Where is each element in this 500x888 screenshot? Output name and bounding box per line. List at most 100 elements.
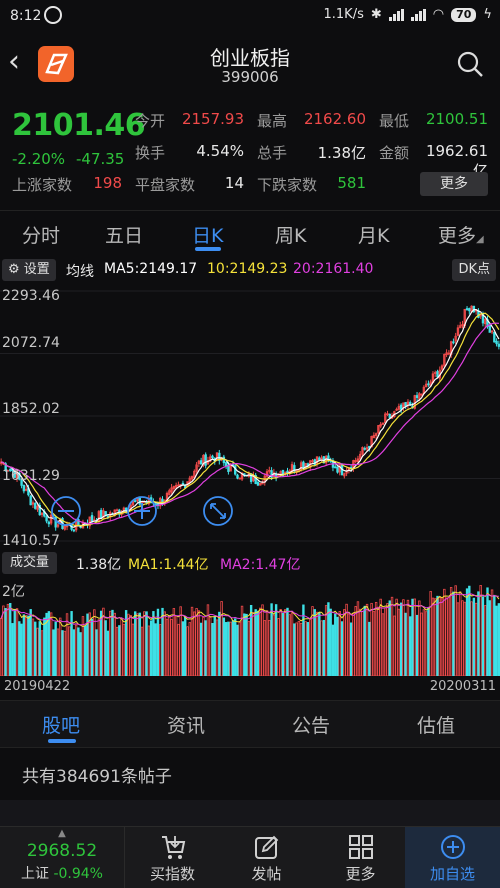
volume-bar [377, 606, 380, 676]
up-count-label: 上涨家数 [12, 176, 73, 194]
low-label: 最低 [379, 112, 410, 130]
volume-indicator-button[interactable]: 成交量 [2, 552, 58, 574]
candle [181, 482, 185, 485]
fullscreen-icon[interactable] [203, 496, 233, 526]
volume-bar [2, 605, 5, 676]
candle [63, 526, 66, 530]
volume-bar [420, 612, 423, 676]
volume-bar [493, 594, 496, 676]
volume-bar [274, 604, 278, 676]
tab-valuation[interactable]: 估值 [417, 715, 456, 737]
candle [190, 476, 194, 480]
volume-bar [152, 611, 155, 676]
candle [265, 471, 269, 477]
volume-bar [311, 606, 314, 676]
high-value: 2162.60 [303, 110, 366, 128]
volume-bar [349, 622, 353, 676]
volume-bar [206, 604, 210, 676]
volume-bar [13, 608, 16, 676]
volume-value: 1.38亿 [317, 144, 366, 162]
candlestick-chart[interactable]: 2293.46 2072.74 1852.02 1631.29 1410.57 [0, 283, 500, 550]
volume-bar [99, 610, 103, 676]
turnover-value: 4.54% [196, 142, 244, 160]
volume-bar [429, 591, 432, 676]
volume-bar [122, 623, 126, 676]
search-icon[interactable] [456, 50, 484, 78]
open-label: 今开 [135, 112, 166, 130]
volume-bar [184, 616, 187, 676]
zoom-out-icon[interactable] [51, 496, 81, 526]
volume-bar [43, 617, 46, 676]
volume-bar [390, 596, 394, 676]
volume-bar [74, 624, 78, 676]
volume-bar [409, 616, 412, 676]
volume-bar [209, 616, 212, 676]
volume-bar [0, 618, 3, 676]
volume-bar [304, 621, 307, 676]
volume-bar [252, 612, 255, 676]
candle [386, 413, 389, 415]
volume-bar [397, 608, 401, 676]
candle [445, 352, 448, 356]
volume-bar [240, 605, 244, 676]
candle [49, 514, 53, 524]
candle [31, 502, 35, 505]
tab-five-day[interactable]: 五日 [105, 225, 144, 247]
volume-bar [161, 607, 164, 676]
volume-bar [359, 608, 362, 676]
tab-more[interactable]: 更多◢ [438, 221, 484, 248]
price-tick: 2293.46 [2, 288, 60, 304]
volume-bar [290, 612, 294, 676]
candle [204, 454, 207, 466]
index-ticker[interactable]: ▲ 2968.52 上证 -0.94% [0, 827, 125, 888]
volume-bar [486, 587, 489, 676]
add-watchlist-button[interactable]: 加自选 [405, 827, 500, 888]
back-icon[interactable]: ‹ [8, 44, 20, 79]
volume-bar [479, 585, 482, 676]
volume-bar [322, 619, 326, 676]
change-value: -47.35 [76, 150, 125, 168]
volume-bar [272, 614, 276, 676]
volume-bar [159, 624, 162, 676]
candle [436, 371, 439, 378]
tab-news[interactable]: 资讯 [167, 715, 206, 737]
volume-chart[interactable]: 2亿 [0, 576, 500, 676]
candle [293, 465, 296, 472]
tab-weekly-k[interactable]: 周K [275, 225, 307, 247]
volume-bar [124, 610, 128, 676]
signal-icon [388, 8, 404, 21]
more-button[interactable]: 更多 [420, 172, 488, 196]
candle [36, 505, 39, 510]
candle [484, 319, 487, 325]
volume-bar [347, 613, 351, 676]
post-count: 共有384691条帖子 [22, 767, 172, 787]
candle [495, 340, 498, 345]
start-date: 20190422 [4, 679, 71, 694]
candle [45, 516, 48, 522]
candle [56, 524, 60, 527]
volume-bar [29, 609, 32, 676]
volume-bar [54, 621, 57, 676]
candle [456, 327, 460, 336]
volume-bar [247, 620, 251, 676]
post-button[interactable]: 发帖 [224, 827, 309, 888]
volume-bar [465, 588, 469, 676]
candle [388, 413, 391, 418]
zoom-in-icon[interactable] [127, 496, 157, 526]
candle [443, 354, 446, 367]
volume-bar [136, 613, 139, 676]
tab-forum[interactable]: 股吧 [42, 715, 81, 737]
volume-bar [224, 622, 228, 676]
volume-bar [149, 620, 153, 676]
volume-bar [220, 601, 223, 676]
tab-announcements[interactable]: 公告 [292, 715, 331, 737]
tab-monthly-k[interactable]: 月K [358, 225, 390, 247]
volume-bar [277, 618, 280, 676]
more-nav-button[interactable]: 更多 [318, 827, 403, 888]
tab-daily-k[interactable]: 日K [192, 225, 224, 247]
buy-index-button[interactable]: 买指数 [130, 827, 215, 888]
dk-point-button[interactable]: DK点 [452, 259, 496, 281]
tab-intraday[interactable]: 分时 [22, 225, 61, 247]
settings-button[interactable]: ⚙ 设置 [2, 259, 56, 281]
candle [452, 341, 455, 344]
